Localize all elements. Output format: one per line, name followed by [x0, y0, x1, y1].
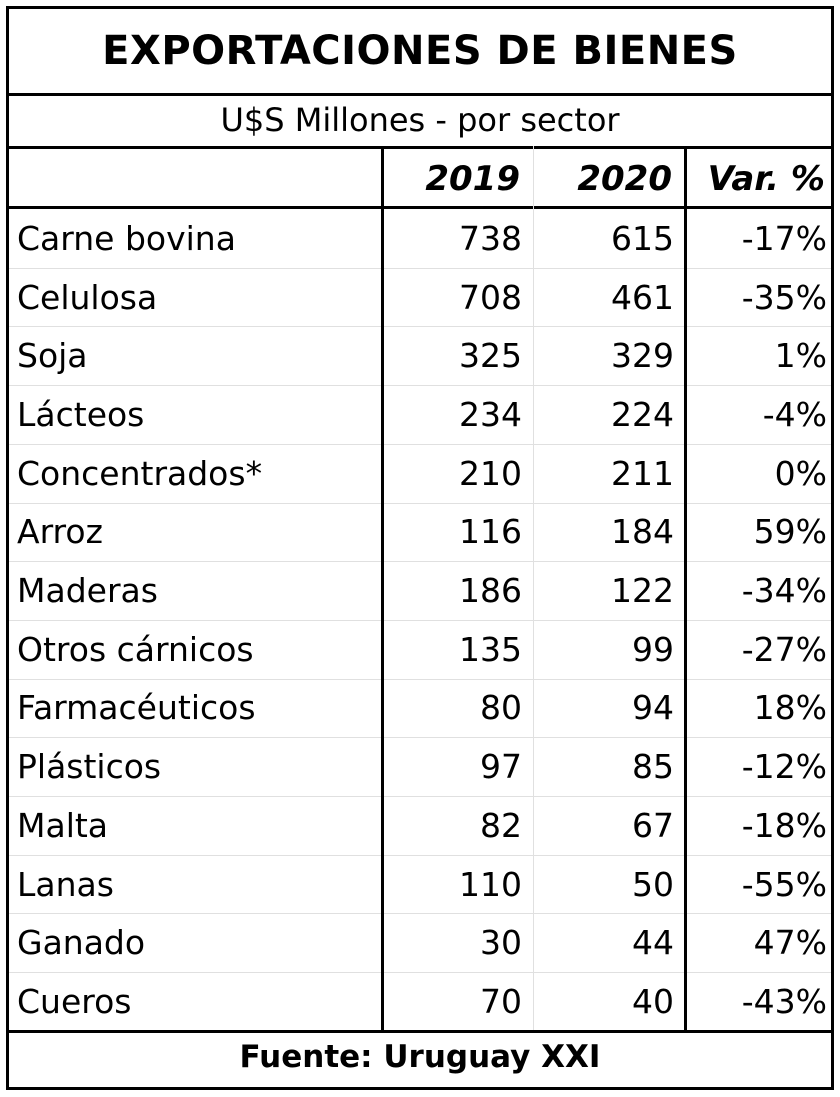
- value-2020-cell: 44: [632, 923, 674, 963]
- value-2020-cell: 40: [632, 981, 674, 1021]
- row-gridline: [9, 561, 831, 563]
- variation-cell: -18%: [741, 805, 827, 845]
- sector-cell: Concentrados*: [17, 453, 263, 493]
- value-2020-cell: 184: [611, 512, 674, 552]
- exports-table: EXPORTACIONES DE BIENES U$S Millones - p…: [6, 6, 834, 1090]
- variation-cell: -34%: [741, 571, 827, 611]
- value-2019-cell: 325: [459, 336, 522, 376]
- variation-cell: 47%: [753, 923, 827, 963]
- header-var: Var. %: [707, 159, 825, 199]
- variation-cell: 59%: [753, 512, 827, 552]
- row-gridline: [9, 385, 831, 387]
- sector-cell: Celulosa: [17, 277, 158, 317]
- source-note: Fuente: Uruguay XXI: [239, 1039, 601, 1075]
- variation-cell: -12%: [741, 747, 827, 787]
- table-row: Malta 82 67 -18%: [9, 796, 831, 855]
- variation-cell: -27%: [741, 629, 827, 669]
- table-row: Soja 325 329 1%: [9, 326, 831, 385]
- table-subtitle: U$S Millones - por sector: [220, 101, 620, 139]
- table-row: Farmacéuticos 80 94 18%: [9, 678, 831, 738]
- value-2019-cell: 70: [480, 981, 522, 1021]
- subtitle-divider: [9, 146, 831, 149]
- variation-cell: -43%: [741, 981, 827, 1021]
- row-gridline: [9, 737, 831, 739]
- value-2020-cell: 329: [611, 336, 674, 376]
- variation-cell: -55%: [741, 864, 827, 904]
- table-row: Concentrados* 210 211 0%: [9, 443, 831, 503]
- value-2020-cell: 99: [632, 629, 674, 669]
- row-gridline: [9, 854, 831, 856]
- sector-cell: Maderas: [17, 571, 158, 611]
- row-gridline: [9, 913, 831, 915]
- table-row: Plásticos 97 85 -12%: [9, 737, 831, 796]
- variation-cell: -35%: [741, 277, 827, 317]
- sector-cell: Plásticos: [17, 747, 162, 787]
- table-row: Arroz 116 184 59%: [9, 502, 831, 562]
- value-2019-cell: 80: [480, 688, 522, 728]
- column-divider-1: [381, 146, 384, 1033]
- value-2020-cell: 615: [611, 218, 674, 258]
- sector-cell: Carne bovina: [17, 218, 236, 258]
- table-row: Carne bovina 738 615 -17%: [9, 209, 831, 268]
- value-2020-cell: 122: [611, 571, 674, 611]
- table-row: Lácteos 234 224 -4%: [9, 385, 831, 444]
- value-2019-cell: 82: [480, 805, 522, 845]
- value-2019-cell: 708: [459, 277, 522, 317]
- table-row: Cueros 70 40 -43%: [9, 972, 831, 1031]
- value-2020-cell: 85: [632, 747, 674, 787]
- value-2019-cell: 738: [459, 218, 522, 258]
- value-2019-cell: 186: [459, 571, 522, 611]
- value-2019-cell: 97: [480, 747, 522, 787]
- sector-cell: Otros cárnicos: [17, 629, 254, 669]
- column-gridline-2: [533, 146, 534, 1033]
- column-divider-3: [684, 146, 687, 1033]
- variation-cell: 0%: [774, 453, 827, 493]
- table-row: Otros cárnicos 135 99 -27%: [9, 619, 831, 679]
- table-row: Lanas 110 50 -55%: [9, 854, 831, 914]
- header-2019: 2019: [425, 159, 520, 199]
- value-2020-cell: 224: [611, 394, 674, 434]
- row-gridline: [9, 443, 831, 445]
- row-gridline: [9, 326, 831, 328]
- title-divider: [9, 93, 831, 96]
- variation-cell: 18%: [753, 688, 827, 728]
- value-2020-cell: 94: [632, 688, 674, 728]
- row-gridline: [9, 796, 831, 797]
- sector-cell: Malta: [17, 805, 109, 845]
- header-2020: 2020: [577, 159, 672, 199]
- sector-cell: Lanas: [17, 864, 114, 904]
- table-row: Maderas 186 122 -34%: [9, 561, 831, 620]
- sector-cell: Cueros: [17, 981, 132, 1021]
- row-gridline: [9, 267, 831, 269]
- variation-cell: -17%: [741, 218, 827, 258]
- value-2019-cell: 234: [459, 394, 522, 434]
- value-2019-cell: 116: [459, 512, 522, 552]
- row-gridline: [9, 619, 831, 621]
- footer-divider: [9, 1030, 831, 1033]
- sector-cell: Lácteos: [17, 394, 145, 434]
- value-2020-cell: 67: [632, 805, 674, 845]
- table-title: EXPORTACIONES DE BIENES: [102, 28, 738, 74]
- variation-cell: -4%: [762, 394, 827, 434]
- row-gridline: [9, 972, 831, 974]
- sector-cell: Farmacéuticos: [17, 688, 256, 728]
- value-2019-cell: 30: [480, 923, 522, 963]
- sector-cell: Ganado: [17, 923, 146, 963]
- value-2019-cell: 110: [459, 864, 522, 904]
- header-divider: [9, 206, 831, 209]
- row-gridline: [9, 502, 831, 504]
- value-2020-cell: 50: [632, 864, 674, 904]
- sector-cell: Soja: [17, 336, 88, 376]
- variation-cell: 1%: [774, 336, 827, 376]
- value-2020-cell: 211: [611, 453, 674, 493]
- value-2019-cell: 135: [459, 629, 522, 669]
- table-row: Celulosa 708 461 -35%: [9, 267, 831, 327]
- table-row: Ganado 30 44 47%: [9, 913, 831, 972]
- sector-cell: Arroz: [17, 512, 103, 552]
- value-2019-cell: 210: [459, 453, 522, 493]
- row-gridline: [9, 678, 831, 680]
- value-2020-cell: 461: [611, 277, 674, 317]
